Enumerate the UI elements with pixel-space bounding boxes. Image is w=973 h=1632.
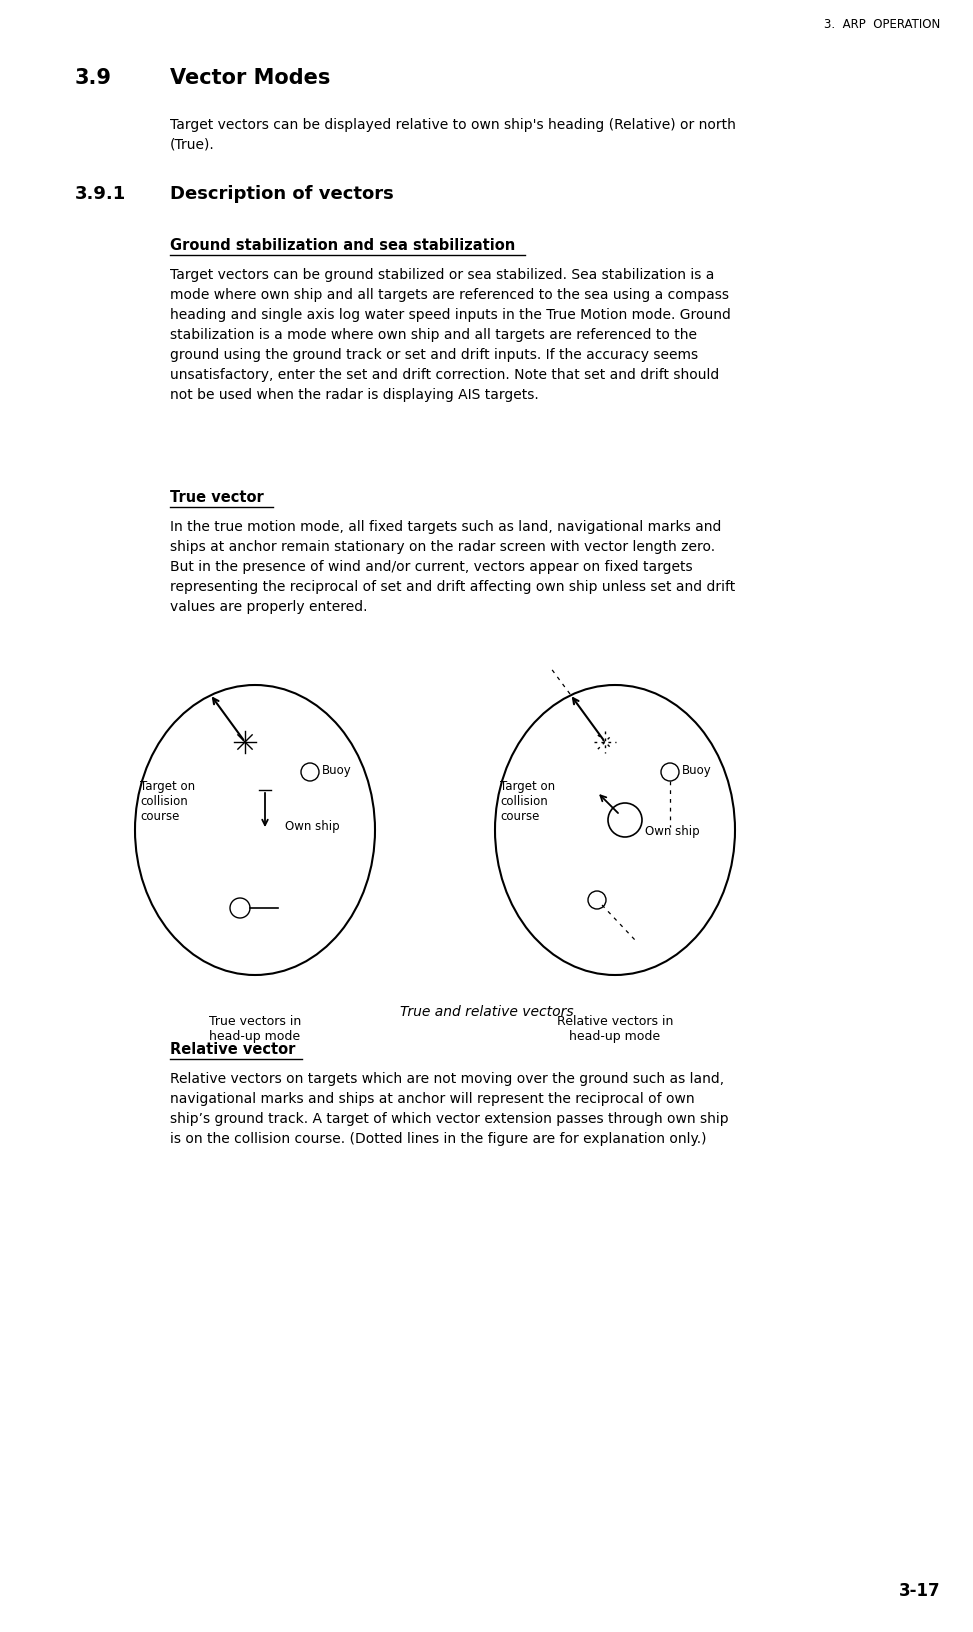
Text: navigational marks and ships at anchor will represent the reciprocal of own: navigational marks and ships at anchor w… [170, 1092, 695, 1106]
Text: True vector: True vector [170, 490, 264, 504]
Text: ship’s ground track. A target of which vector extension passes through own ship: ship’s ground track. A target of which v… [170, 1111, 729, 1126]
Text: ground using the ground track or set and drift inputs. If the accuracy seems: ground using the ground track or set and… [170, 348, 698, 362]
Text: 3.9.1: 3.9.1 [75, 184, 126, 202]
Text: True and relative vectors: True and relative vectors [400, 1005, 573, 1018]
Text: Vector Modes: Vector Modes [170, 69, 331, 88]
Text: ships at anchor remain stationary on the radar screen with vector length zero.: ships at anchor remain stationary on the… [170, 540, 715, 553]
Text: Target vectors can be displayed relative to own ship's heading (Relative) or nor: Target vectors can be displayed relative… [170, 118, 736, 132]
Text: stabilization is a mode where own ship and all targets are referenced to the: stabilization is a mode where own ship a… [170, 328, 697, 343]
Text: Relative vector: Relative vector [170, 1041, 296, 1058]
Text: representing the reciprocal of set and drift affecting own ship unless set and d: representing the reciprocal of set and d… [170, 579, 736, 594]
Text: Relative vectors on targets which are not moving over the ground such as land,: Relative vectors on targets which are no… [170, 1072, 724, 1085]
Text: values are properly entered.: values are properly entered. [170, 601, 368, 614]
Text: Buoy: Buoy [322, 764, 352, 777]
Text: mode where own ship and all targets are referenced to the sea using a compass: mode where own ship and all targets are … [170, 287, 729, 302]
Text: Target on
collision
course: Target on collision course [500, 780, 556, 823]
Text: In the true motion mode, all fixed targets such as land, navigational marks and: In the true motion mode, all fixed targe… [170, 521, 721, 534]
Text: True vectors in
head-up mode: True vectors in head-up mode [209, 1015, 301, 1043]
Text: But in the presence of wind and/or current, vectors appear on fixed targets: But in the presence of wind and/or curre… [170, 560, 693, 574]
Text: 3.9: 3.9 [75, 69, 112, 88]
Text: unsatisfactory, enter the set and drift correction. Note that set and drift shou: unsatisfactory, enter the set and drift … [170, 367, 719, 382]
Text: Description of vectors: Description of vectors [170, 184, 394, 202]
Text: Relative vectors in
head-up mode: Relative vectors in head-up mode [557, 1015, 673, 1043]
Text: Own ship: Own ship [645, 826, 700, 837]
Text: is on the collision course. (Dotted lines in the figure are for explanation only: is on the collision course. (Dotted line… [170, 1133, 706, 1146]
Text: Target on
collision
course: Target on collision course [140, 780, 196, 823]
Text: 3-17: 3-17 [898, 1581, 940, 1599]
Text: 3.  ARP  OPERATION: 3. ARP OPERATION [824, 18, 940, 31]
Text: Target vectors can be ground stabilized or sea stabilized. Sea stabilization is : Target vectors can be ground stabilized … [170, 268, 714, 282]
Text: Own ship: Own ship [285, 819, 340, 832]
Text: Ground stabilization and sea stabilization: Ground stabilization and sea stabilizati… [170, 238, 516, 253]
Text: Buoy: Buoy [682, 764, 712, 777]
Text: not be used when the radar is displaying AIS targets.: not be used when the radar is displaying… [170, 388, 539, 401]
Text: (True).: (True). [170, 139, 215, 152]
Text: heading and single axis log water speed inputs in the True Motion mode. Ground: heading and single axis log water speed … [170, 308, 731, 322]
